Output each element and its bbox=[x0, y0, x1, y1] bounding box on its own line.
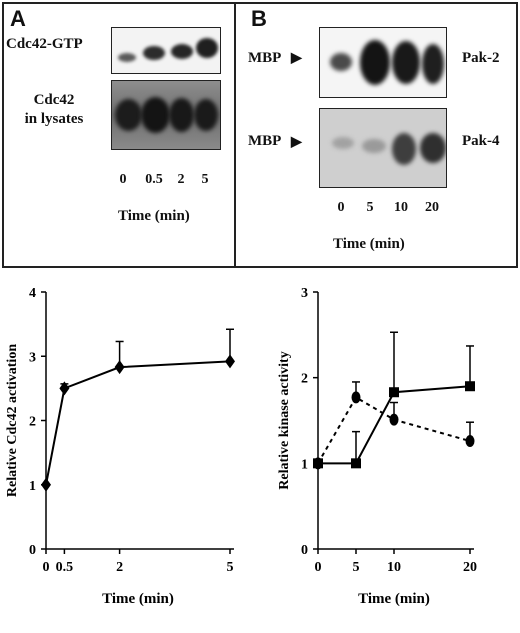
blot-band bbox=[141, 97, 170, 133]
blot-band bbox=[360, 40, 390, 85]
y-axis-label: Relative kinase activity bbox=[277, 351, 292, 489]
y-tick-label: 2 bbox=[301, 372, 308, 387]
data-point bbox=[225, 354, 235, 369]
lane-label: 0 bbox=[119, 172, 127, 187]
pak4-blot bbox=[319, 108, 447, 188]
kinase-activity-chart: 0 1 2 3 0 5 10 20 Time (min) Relative kinase acti… bbox=[277, 286, 477, 607]
pak2-label: Pak-2 bbox=[462, 50, 500, 66]
x-axis-label: Time (min) bbox=[102, 591, 174, 607]
data-point bbox=[114, 360, 125, 375]
panel-a-letter: A bbox=[10, 6, 26, 31]
y-tick-label: 2 bbox=[29, 415, 36, 430]
lane-label: 20 bbox=[425, 200, 439, 215]
blot-band bbox=[330, 53, 352, 71]
pak4-label: Pak-4 bbox=[462, 133, 500, 149]
mbp-label-pak4: MBP bbox=[248, 133, 282, 149]
panel-divider bbox=[234, 2, 236, 268]
y-tick-label: 3 bbox=[29, 350, 36, 365]
blot-band bbox=[171, 44, 193, 59]
blot-band bbox=[196, 38, 218, 58]
blot-band bbox=[362, 139, 386, 153]
lane-label: 5 bbox=[201, 172, 209, 187]
blot-band bbox=[420, 133, 446, 163]
mbp-label-pak2: MBP bbox=[248, 50, 282, 66]
panel-a-time-label: Time (min) bbox=[118, 208, 190, 224]
data-point bbox=[351, 391, 361, 404]
series-line bbox=[45, 360, 231, 485]
blot-band bbox=[115, 99, 142, 131]
data-point bbox=[41, 477, 51, 492]
cdc42-activation-chart: 0 1 2 3 4 0 0.5 2 5 Time (min) Relative Cdc42 acti… bbox=[5, 286, 235, 607]
data-point bbox=[389, 387, 399, 398]
lane-label: 2 bbox=[177, 172, 185, 187]
x-tick-label: 10 bbox=[387, 560, 401, 575]
panel-b-time-label: Time (min) bbox=[333, 236, 405, 252]
x-tick-label: 20 bbox=[463, 560, 477, 575]
data-point bbox=[465, 435, 475, 448]
y-tick-label: 3 bbox=[301, 286, 308, 301]
data-point bbox=[59, 381, 70, 396]
blot-band bbox=[332, 137, 354, 149]
blot-band bbox=[194, 99, 218, 131]
cdc42-gtp-blot bbox=[111, 27, 221, 74]
blot-band bbox=[392, 41, 420, 84]
series-line bbox=[318, 385, 471, 465]
data-point bbox=[351, 458, 361, 469]
x-tick-label: 2 bbox=[116, 560, 123, 575]
panel-b-letter: B bbox=[251, 6, 267, 31]
data-point bbox=[389, 413, 399, 426]
blot-band bbox=[143, 46, 165, 60]
arrow-right-icon: ▶ bbox=[291, 135, 302, 150]
cdc42-gtp-label: Cdc42-GTP bbox=[6, 36, 83, 52]
blot-band bbox=[169, 98, 194, 132]
blot-band bbox=[118, 53, 136, 62]
series-line bbox=[317, 395, 471, 464]
y-tick-label: 0 bbox=[29, 543, 36, 558]
cdc42-lysates-label-line2: in lysates bbox=[24, 111, 84, 127]
blot-panels-frame bbox=[2, 2, 518, 268]
data-point bbox=[465, 381, 475, 392]
lane-label: 0.5 bbox=[145, 172, 163, 187]
x-tick-label: 5 bbox=[227, 560, 234, 575]
arrow-right-icon: ▶ bbox=[291, 51, 302, 66]
x-tick-label: 0 bbox=[315, 560, 322, 575]
y-tick-label: 1 bbox=[29, 479, 36, 494]
cdc42-lysates-blot bbox=[111, 80, 221, 150]
x-tick-label: 0 bbox=[43, 560, 50, 575]
blot-band bbox=[422, 44, 444, 84]
lane-label: 0 bbox=[337, 200, 345, 215]
cdc42-lysates-label-line1: Cdc42 bbox=[33, 92, 75, 108]
blot-band bbox=[392, 133, 416, 165]
pak2-blot bbox=[319, 27, 447, 98]
data-point bbox=[313, 457, 323, 470]
x-tick-label: 5 bbox=[353, 560, 360, 575]
y-tick-label: 0 bbox=[301, 543, 308, 558]
x-axis-label: Time (min) bbox=[358, 591, 430, 607]
y-tick-label: 4 bbox=[29, 286, 36, 301]
x-tick-label: 0.5 bbox=[56, 560, 74, 575]
lane-label: 5 bbox=[366, 200, 374, 215]
lane-label: 10 bbox=[394, 200, 408, 215]
y-tick-label: 1 bbox=[301, 457, 308, 472]
y-axis-label: Relative Cdc42 activation bbox=[5, 344, 20, 497]
